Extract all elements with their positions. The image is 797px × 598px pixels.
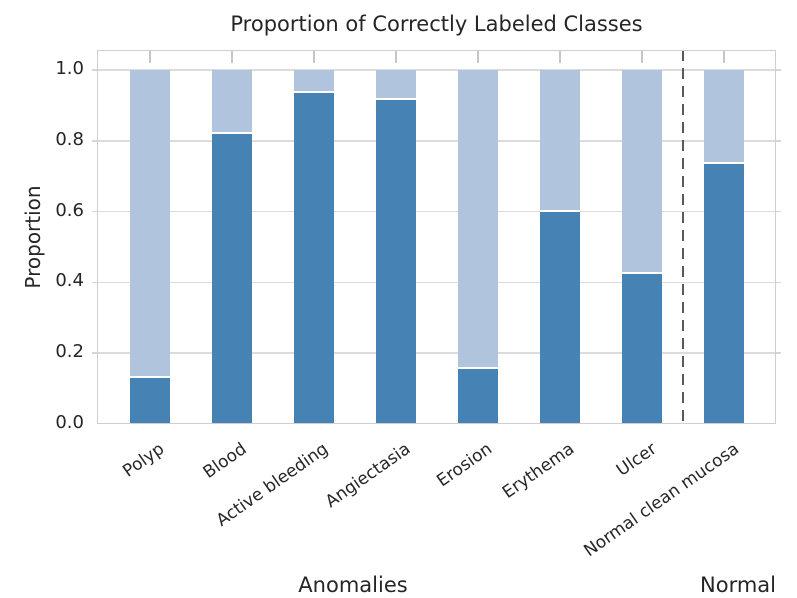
x-tick-mark-top <box>641 50 643 63</box>
y-tick-mark-right <box>776 281 781 284</box>
gridline <box>97 69 776 71</box>
gridline <box>97 140 776 142</box>
chart-title: Proportion of Correctly Labeled Classes <box>230 12 643 36</box>
bar-segment-remainder <box>458 70 498 370</box>
y-tick-mark-right <box>776 140 781 142</box>
y-tick-mark-right <box>776 210 781 213</box>
bar-segment-correct <box>540 211 580 424</box>
y-tick-mark-left <box>92 281 97 284</box>
group-separator-dashed-line <box>681 50 685 424</box>
x-group-label-anomalies: Anomalies <box>298 573 408 597</box>
bar-segment-remainder <box>212 70 252 134</box>
bar-segment-correct <box>622 273 662 424</box>
x-tick-mark-top <box>477 50 479 63</box>
y-tick-mark-left <box>92 352 97 354</box>
x-tick-mark-top <box>149 50 151 63</box>
gridline <box>97 352 776 354</box>
bar-segment-remainder <box>704 70 744 164</box>
x-tick-label: Polyp <box>119 439 169 482</box>
y-tick-mark-right <box>776 69 781 71</box>
bar-segment-correct <box>458 369 498 424</box>
x-tick-mark-top <box>723 50 725 63</box>
bar-segment-remainder <box>540 70 580 212</box>
y-tick-label: 0.4 <box>55 270 84 292</box>
x-tick-label: Ulcer <box>612 439 661 481</box>
bar-segment-remainder <box>130 70 170 378</box>
bar-segment-correct <box>130 377 170 424</box>
bar-segment-remainder <box>622 70 662 274</box>
y-tick-label: 1.0 <box>55 58 84 79</box>
x-tick-label: Erosion <box>433 439 497 492</box>
bar-segment-correct <box>704 163 744 424</box>
bar-segment-correct <box>294 93 334 424</box>
x-tick-label: Angiectasia <box>322 439 415 513</box>
x-tick-mark-top <box>395 50 397 63</box>
x-tick-label: Normal clean mucosa <box>579 439 743 562</box>
y-tick-label: 0.2 <box>55 341 84 363</box>
gridline <box>97 281 776 284</box>
x-tick-label: Blood <box>199 439 251 483</box>
bar-segment-remainder <box>376 70 416 101</box>
x-tick-mark-top <box>559 50 561 63</box>
plot-border <box>97 50 776 424</box>
x-tick-mark-top <box>313 50 315 63</box>
y-tick-label: 0.6 <box>55 199 84 221</box>
x-tick-label: Erythema <box>499 439 579 503</box>
x-tick-mark-top <box>231 50 233 63</box>
bar-segment-correct <box>212 133 252 424</box>
y-tick-mark-left <box>92 140 97 142</box>
y-tick-label: 0.8 <box>55 128 84 150</box>
y-tick-mark-left <box>92 210 97 213</box>
gridline <box>97 210 776 213</box>
bar-segment-remainder <box>294 70 334 93</box>
bar-segment-correct <box>376 100 416 424</box>
y-tick-mark-right <box>776 352 781 354</box>
plot-area <box>97 50 776 424</box>
x-group-label-normal: Normal <box>700 573 776 597</box>
y-tick-label: 0.0 <box>55 412 84 433</box>
y-tick-mark-left <box>92 69 97 71</box>
